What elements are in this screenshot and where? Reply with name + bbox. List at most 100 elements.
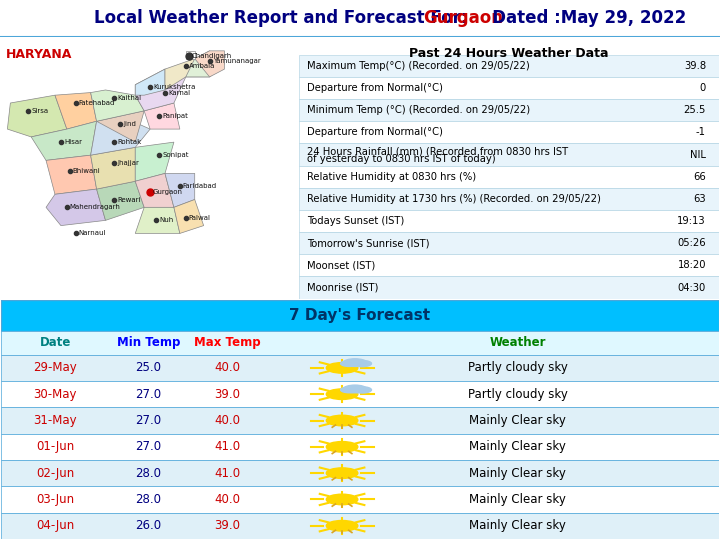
Text: 28.0: 28.0 bbox=[135, 493, 161, 506]
FancyBboxPatch shape bbox=[299, 232, 719, 254]
Circle shape bbox=[341, 361, 358, 367]
Text: -1: -1 bbox=[696, 127, 706, 137]
Text: Moonset (IST): Moonset (IST) bbox=[307, 260, 375, 271]
Circle shape bbox=[326, 468, 358, 478]
Polygon shape bbox=[96, 111, 144, 142]
Text: 39.0: 39.0 bbox=[215, 519, 240, 532]
FancyBboxPatch shape bbox=[299, 276, 719, 299]
Text: 39.0: 39.0 bbox=[215, 388, 240, 401]
Text: Kurukshetra: Kurukshetra bbox=[153, 84, 195, 90]
Polygon shape bbox=[174, 199, 204, 233]
Circle shape bbox=[326, 494, 358, 505]
FancyBboxPatch shape bbox=[299, 55, 719, 77]
Text: Sonipat: Sonipat bbox=[162, 152, 189, 158]
Text: Departure from Normal(°C): Departure from Normal(°C) bbox=[307, 127, 443, 137]
FancyBboxPatch shape bbox=[1, 300, 719, 331]
Circle shape bbox=[353, 361, 372, 367]
Text: Mahendragarh: Mahendragarh bbox=[70, 204, 121, 211]
Circle shape bbox=[326, 521, 358, 531]
Polygon shape bbox=[91, 116, 150, 155]
Circle shape bbox=[343, 385, 366, 393]
Text: Partly cloudy sky: Partly cloudy sky bbox=[468, 361, 567, 374]
Text: Departure from Normal(°C): Departure from Normal(°C) bbox=[307, 83, 443, 93]
Text: 18:20: 18:20 bbox=[678, 260, 706, 271]
Polygon shape bbox=[165, 173, 194, 207]
Text: 05:26: 05:26 bbox=[678, 238, 706, 248]
Polygon shape bbox=[135, 207, 180, 233]
Text: Jhajjar: Jhajjar bbox=[117, 160, 139, 166]
Text: 04-Jun: 04-Jun bbox=[36, 519, 74, 532]
Circle shape bbox=[341, 387, 358, 393]
Text: 04:30: 04:30 bbox=[678, 282, 706, 293]
Polygon shape bbox=[46, 155, 96, 194]
Text: NIL: NIL bbox=[690, 150, 706, 159]
Polygon shape bbox=[135, 173, 174, 207]
Polygon shape bbox=[135, 69, 186, 111]
FancyBboxPatch shape bbox=[299, 210, 719, 232]
FancyBboxPatch shape bbox=[1, 434, 719, 460]
FancyBboxPatch shape bbox=[1, 331, 719, 355]
Circle shape bbox=[326, 415, 358, 426]
Text: 41.0: 41.0 bbox=[215, 440, 240, 453]
Text: Jind: Jind bbox=[123, 121, 136, 127]
Text: 0: 0 bbox=[700, 83, 706, 93]
Polygon shape bbox=[194, 51, 225, 77]
Text: of yesterday to 0830 hrs IST of today): of yesterday to 0830 hrs IST of today) bbox=[307, 154, 496, 164]
Text: 41.0: 41.0 bbox=[215, 467, 240, 480]
Text: 24 Hours Rainfall (mm) (Recorded from 0830 hrs IST: 24 Hours Rainfall (mm) (Recorded from 08… bbox=[307, 146, 568, 157]
Text: 26.0: 26.0 bbox=[135, 519, 161, 532]
Text: Date: Date bbox=[40, 336, 71, 349]
Text: 40.0: 40.0 bbox=[215, 493, 240, 506]
Text: 7 Day's Forecast: 7 Day's Forecast bbox=[289, 308, 431, 323]
Circle shape bbox=[343, 359, 366, 367]
Text: 30-May: 30-May bbox=[33, 388, 77, 401]
FancyBboxPatch shape bbox=[299, 77, 719, 99]
Text: 39.8: 39.8 bbox=[684, 61, 706, 71]
Text: Palwal: Palwal bbox=[189, 215, 211, 221]
Text: Gurgaon: Gurgaon bbox=[423, 9, 503, 28]
Text: 25.5: 25.5 bbox=[683, 105, 706, 115]
FancyBboxPatch shape bbox=[1, 407, 719, 434]
Text: Chandigarh: Chandigarh bbox=[192, 53, 232, 59]
FancyBboxPatch shape bbox=[1, 381, 719, 407]
Polygon shape bbox=[91, 147, 135, 189]
Text: Maximum Temp(°C) (Recorded. on 29/05/22): Maximum Temp(°C) (Recorded. on 29/05/22) bbox=[307, 61, 530, 71]
Text: Relative Humidity at 0830 hrs (%): Relative Humidity at 0830 hrs (%) bbox=[307, 172, 477, 181]
Text: Min Temp: Min Temp bbox=[117, 336, 180, 349]
Text: 27.0: 27.0 bbox=[135, 440, 161, 453]
Text: Bhiwani: Bhiwani bbox=[73, 168, 101, 174]
Text: Gurgaon: Gurgaon bbox=[153, 188, 183, 195]
Polygon shape bbox=[7, 95, 67, 137]
Text: 40.0: 40.0 bbox=[215, 361, 240, 374]
Polygon shape bbox=[186, 51, 225, 77]
Text: Moonrise (IST): Moonrise (IST) bbox=[307, 282, 379, 293]
Polygon shape bbox=[96, 181, 144, 220]
Text: Faridabad: Faridabad bbox=[183, 184, 217, 190]
Circle shape bbox=[326, 389, 358, 400]
Text: 40.0: 40.0 bbox=[215, 414, 240, 427]
Text: Partly cloudy sky: Partly cloudy sky bbox=[468, 388, 567, 401]
Text: 29-May: 29-May bbox=[33, 361, 77, 374]
Text: Mainly Clear sky: Mainly Clear sky bbox=[469, 493, 566, 506]
Text: Tomorrow's Sunrise (IST): Tomorrow's Sunrise (IST) bbox=[307, 238, 430, 248]
FancyBboxPatch shape bbox=[1, 460, 719, 487]
Polygon shape bbox=[91, 90, 144, 122]
Text: Mainly Clear sky: Mainly Clear sky bbox=[469, 467, 566, 480]
Text: Max Temp: Max Temp bbox=[194, 336, 261, 349]
Text: Local Weather Report and Forecast For:: Local Weather Report and Forecast For: bbox=[94, 9, 473, 28]
Circle shape bbox=[353, 387, 372, 393]
Text: 28.0: 28.0 bbox=[135, 467, 161, 480]
Polygon shape bbox=[144, 103, 180, 129]
Text: Sirsa: Sirsa bbox=[31, 108, 48, 114]
Text: Ambala: Ambala bbox=[189, 64, 215, 70]
Text: Dated :May 29, 2022: Dated :May 29, 2022 bbox=[475, 9, 686, 28]
Polygon shape bbox=[46, 189, 106, 226]
Polygon shape bbox=[165, 59, 210, 90]
FancyBboxPatch shape bbox=[299, 254, 719, 276]
Polygon shape bbox=[135, 142, 174, 181]
Circle shape bbox=[326, 363, 358, 373]
Text: Rewari: Rewari bbox=[117, 197, 141, 202]
Text: Rohtak: Rohtak bbox=[117, 139, 142, 145]
Text: 27.0: 27.0 bbox=[135, 388, 161, 401]
Text: 02-Jun: 02-Jun bbox=[36, 467, 74, 480]
